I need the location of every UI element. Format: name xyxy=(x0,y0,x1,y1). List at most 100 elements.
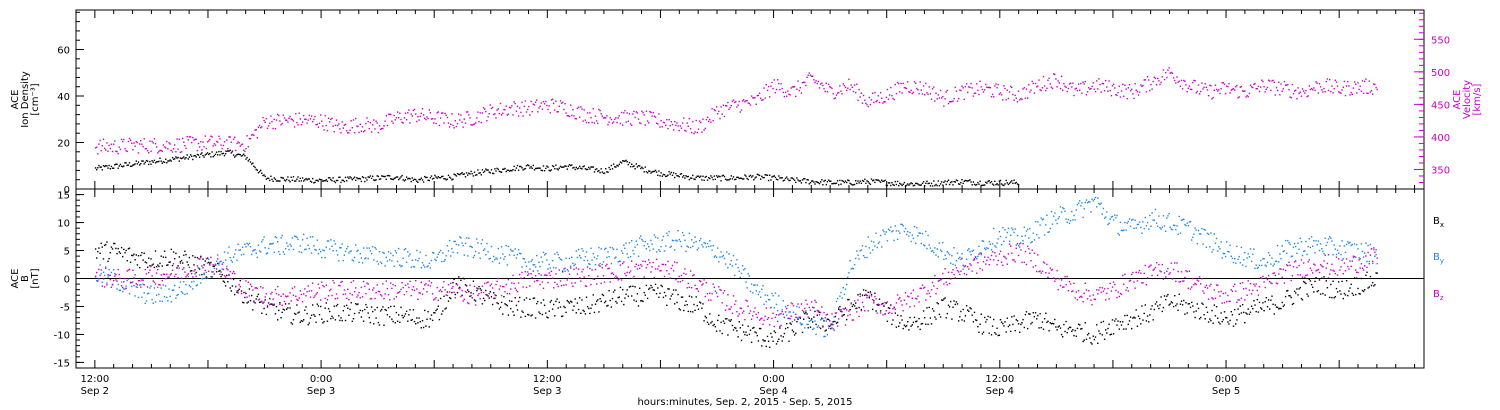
data-point xyxy=(698,247,699,248)
data-point xyxy=(272,243,273,244)
data-point xyxy=(1282,91,1283,92)
data-point xyxy=(995,83,996,84)
data-point xyxy=(116,280,117,281)
data-point xyxy=(946,184,947,185)
data-point xyxy=(802,332,803,333)
data-point xyxy=(854,264,855,265)
data-point xyxy=(432,178,433,179)
data-point xyxy=(346,305,347,306)
data-point xyxy=(1154,309,1155,310)
data-point xyxy=(233,256,234,257)
data-point xyxy=(1370,276,1371,277)
data-point xyxy=(154,282,155,283)
data-point xyxy=(619,164,620,165)
data-point xyxy=(644,171,645,172)
data-point xyxy=(1089,337,1090,338)
data-point xyxy=(1259,91,1260,92)
data-point xyxy=(1330,284,1331,285)
data-point xyxy=(809,72,810,73)
data-point xyxy=(972,184,973,185)
data-point xyxy=(982,333,983,334)
data-point xyxy=(184,145,185,146)
data-point xyxy=(637,166,638,167)
data-point xyxy=(869,297,870,298)
data-point xyxy=(1119,328,1120,329)
data-point xyxy=(274,119,275,120)
data-point xyxy=(233,279,234,280)
data-point xyxy=(225,150,226,151)
data-point xyxy=(645,241,646,242)
data-point xyxy=(1054,319,1055,320)
data-point xyxy=(433,122,434,123)
data-point xyxy=(525,262,526,263)
data-point xyxy=(910,241,911,242)
data-point xyxy=(941,181,942,182)
data-point xyxy=(1313,87,1314,88)
data-point xyxy=(660,120,661,121)
data-point xyxy=(405,248,406,249)
data-point xyxy=(1363,291,1364,292)
data-point xyxy=(166,297,167,298)
data-point xyxy=(1353,295,1354,296)
data-point xyxy=(113,168,114,169)
data-point xyxy=(1295,246,1296,247)
data-point xyxy=(599,172,600,173)
data-point xyxy=(865,103,866,104)
data-point xyxy=(334,282,335,283)
data-point xyxy=(1033,83,1034,84)
data-point xyxy=(501,246,502,247)
data-point xyxy=(440,117,441,118)
data-point xyxy=(355,118,356,119)
data-point xyxy=(449,126,450,127)
data-point xyxy=(170,143,171,144)
data-point xyxy=(528,106,529,107)
data-point xyxy=(797,80,798,81)
data-point xyxy=(706,246,707,247)
data-point xyxy=(921,243,922,244)
data-point xyxy=(361,257,362,258)
data-point xyxy=(453,241,454,242)
data-point xyxy=(739,321,740,322)
data-point xyxy=(809,321,810,322)
y-tick-label: 40 xyxy=(57,92,70,103)
data-point xyxy=(491,284,492,285)
data-point xyxy=(1352,244,1353,245)
data-point xyxy=(950,301,951,302)
data-point xyxy=(778,83,779,84)
data-point xyxy=(605,168,606,169)
data-point xyxy=(1301,241,1302,242)
data-point xyxy=(939,97,940,98)
data-point xyxy=(1206,247,1207,248)
data-point xyxy=(1030,89,1031,90)
data-point xyxy=(763,177,764,178)
data-point xyxy=(1056,223,1057,224)
data-point xyxy=(313,297,314,298)
data-point xyxy=(991,334,992,335)
data-point xyxy=(423,114,424,115)
data-point xyxy=(985,321,986,322)
data-point xyxy=(257,296,258,297)
data-point xyxy=(289,292,290,293)
data-point xyxy=(404,315,405,316)
data-point xyxy=(1128,324,1129,325)
data-point xyxy=(110,279,111,280)
data-point xyxy=(220,151,221,152)
data-point xyxy=(1030,242,1031,243)
data-point xyxy=(973,250,974,251)
data-point xyxy=(321,121,322,122)
data-point xyxy=(149,270,150,271)
data-point xyxy=(156,295,157,296)
data-point xyxy=(858,182,859,183)
ace-plot: 0204060ACE Ion Density [cm⁻³]3504004505005… xyxy=(0,0,1500,410)
data-point xyxy=(950,263,951,264)
data-point xyxy=(1068,88,1069,89)
data-point xyxy=(854,84,855,85)
data-point xyxy=(493,298,494,299)
data-point xyxy=(278,115,279,116)
data-point xyxy=(442,176,443,177)
data-point xyxy=(1279,253,1280,254)
data-point xyxy=(933,180,934,181)
data-point xyxy=(329,248,330,249)
data-point xyxy=(565,312,566,313)
data-point xyxy=(1131,89,1132,90)
